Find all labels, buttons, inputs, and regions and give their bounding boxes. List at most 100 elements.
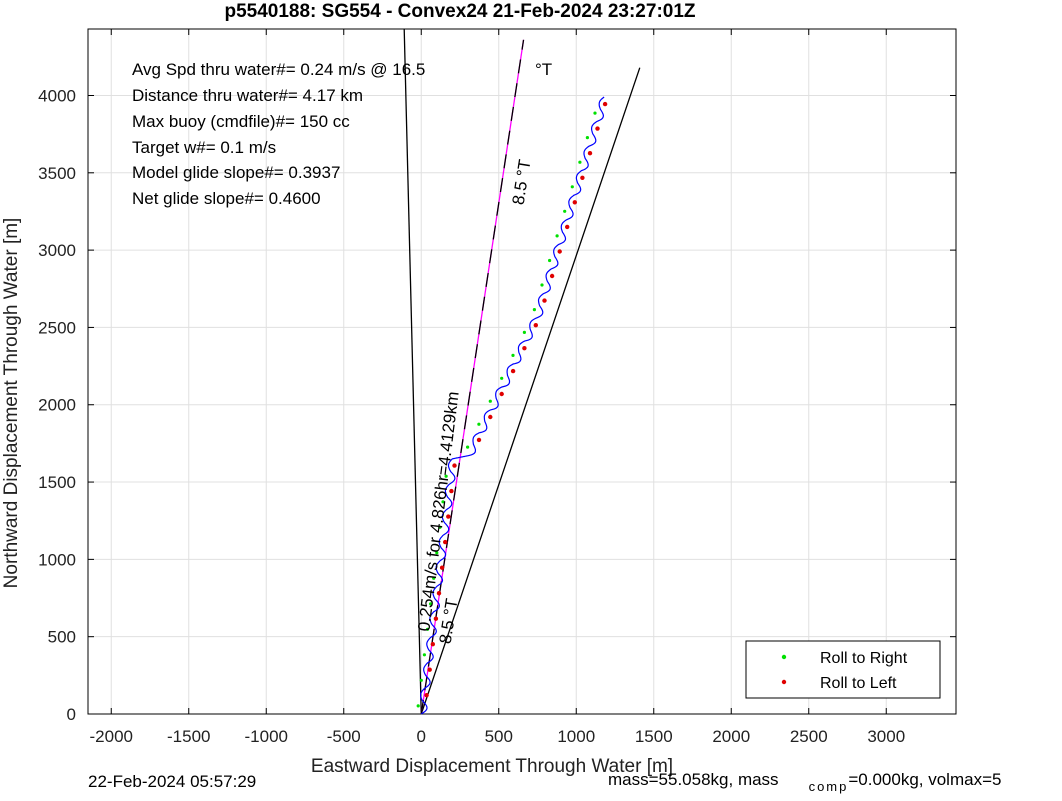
- roll-left-marker: [430, 642, 435, 647]
- roll-right-marker: [488, 399, 492, 403]
- roll-right-marker: [432, 576, 436, 580]
- footer-mass: mass=55.058kg, mass comp=0.000kg, volmax=…: [608, 770, 1002, 794]
- y-axis-label: Northward Displacement Through Water [m]: [1, 218, 22, 589]
- legend-marker-roll-left: [781, 679, 787, 685]
- roll-left-marker: [488, 414, 493, 420]
- chart-title: p5540188: SG554 - Convex24 21-Feb-2024 2…: [224, 1, 695, 22]
- heading-label-upper: 8.5 °T: [509, 158, 535, 206]
- roll-left-marker: [510, 368, 516, 374]
- annotation-avg-speed: Avg Spd thru water#= 0.24 m/s @ 16.5: [132, 60, 425, 79]
- x-tick-label: 1000: [557, 727, 595, 746]
- grid-lines: [88, 29, 956, 715]
- roll-right-marker: [532, 308, 537, 312]
- roll-left-marker: [580, 175, 585, 180]
- axis-ticks: -2000 -1500 -1000 -500 0 500 1000 1500 2000 2500 3…: [38, 29, 956, 746]
- legend-label-roll-right: Roll to Right: [820, 650, 908, 667]
- x-tick-label: 2000: [712, 727, 750, 746]
- legend-label-roll-left: Roll to Left: [820, 675, 897, 692]
- roll-right-marker: [578, 160, 582, 164]
- x-tick-label: 2500: [790, 727, 828, 746]
- x-tick-label: 3000: [867, 727, 905, 746]
- roll-left-marker: [452, 463, 457, 468]
- roll-left-marker: [572, 200, 577, 205]
- y-tick-label: 3500: [38, 164, 76, 183]
- stats-annotations: Avg Spd thru water#= 0.24 m/s @ 16.5 Dis…: [132, 60, 552, 208]
- x-axis-label: Eastward Displacement Through Water [m]: [311, 756, 673, 777]
- annotation-model-glide: Model glide slope#= 0.3937: [132, 163, 340, 182]
- y-tick-label: 1500: [38, 473, 76, 492]
- x-tick-label: -1500: [167, 727, 210, 746]
- roll-right-marker: [555, 234, 559, 238]
- x-tick-label: 500: [485, 727, 513, 746]
- roll-right-marker: [466, 445, 470, 449]
- roll-right-marker: [438, 525, 442, 529]
- roll-left-marker: [549, 273, 555, 279]
- roll-right-marker: [593, 111, 597, 115]
- y-tick-label: 2000: [38, 396, 76, 415]
- x-tick-label: 1500: [635, 727, 673, 746]
- roll-left-marker: [557, 249, 562, 254]
- legend-marker-roll-right: [781, 654, 787, 660]
- x-tick-label: -1000: [245, 727, 288, 746]
- roll-right-marker: [429, 602, 433, 606]
- legend: Roll to Right Roll to Left: [745, 640, 941, 699]
- annotation-degT: °T: [535, 60, 552, 79]
- roll-left-marker: [587, 151, 593, 156]
- legend-box: [745, 640, 941, 699]
- roll-left-marker: [602, 101, 608, 107]
- roll-right-marker: [585, 136, 590, 140]
- roll-right-marker: [563, 209, 567, 213]
- roll-right-marker: [416, 704, 420, 708]
- track-path: [420, 96, 605, 715]
- roll-left-marker: [499, 391, 504, 397]
- roll-left-marker: [446, 514, 451, 519]
- roll-left-marker: [476, 437, 482, 443]
- annotation-distance: Distance thru water#= 4.17 km: [132, 86, 363, 105]
- roll-left-marker: [424, 693, 429, 698]
- y-tick-label: 1000: [38, 550, 76, 569]
- roll-left-marker: [439, 565, 445, 570]
- roll-right-marker: [425, 627, 430, 631]
- plot-frame: [87, 28, 957, 715]
- roll-right-marker: [500, 376, 504, 380]
- roll-left-marker: [533, 323, 538, 328]
- x-tick-label: -2000: [90, 727, 133, 746]
- x-tick-label: -500: [327, 727, 361, 746]
- roll-right-marker: [540, 283, 544, 287]
- roll-right-marker: [548, 258, 552, 263]
- roll-right-marker: [444, 474, 448, 478]
- y-tick-label: 2500: [38, 318, 76, 337]
- annotation-max-buoy: Max buoy (cmdfile)#= 150 cc: [132, 112, 350, 131]
- y-tick-label: 500: [48, 628, 76, 647]
- y-tick-label: 4000: [38, 86, 76, 105]
- roll-right-marker: [477, 422, 481, 426]
- roll-right-marker: [441, 500, 445, 504]
- roll-left-marker: [443, 539, 448, 545]
- roll-left-marker: [522, 346, 527, 351]
- roll-right-marker: [435, 551, 439, 555]
- annotation-net-glide: Net glide slope#= 0.4600: [132, 189, 321, 208]
- heading-lines: [403, 28, 641, 715]
- roll-left-marker: [542, 298, 547, 303]
- footer-mass-sub: comp: [808, 779, 849, 794]
- footer-mass-text: mass=55.058kg, mass: [608, 770, 779, 789]
- roll-left-marker: [595, 126, 600, 131]
- roll-left-marker: [565, 224, 570, 230]
- roll-right-marker: [522, 330, 527, 334]
- roll-left-marker: [433, 616, 439, 621]
- x-tick-label: 0: [417, 727, 426, 746]
- roll-right-marker: [511, 353, 515, 357]
- heading-line: [420, 67, 641, 715]
- heading-line: [403, 28, 422, 715]
- y-tick-label: 0: [67, 705, 76, 724]
- glider-track: [416, 96, 608, 715]
- heading-line-dashed: [420, 39, 525, 715]
- roll-right-marker: [422, 653, 426, 657]
- footer-date: 22-Feb-2024 05:57:29: [88, 772, 257, 791]
- roll-left-marker: [436, 591, 442, 596]
- annotation-target-w: Target w#= 0.1 m/s: [132, 138, 276, 157]
- roll-right-marker: [419, 678, 423, 682]
- roll-right-marker: [570, 185, 574, 189]
- footer-mass-text-2: =0.000kg, volmax=5: [848, 770, 1002, 789]
